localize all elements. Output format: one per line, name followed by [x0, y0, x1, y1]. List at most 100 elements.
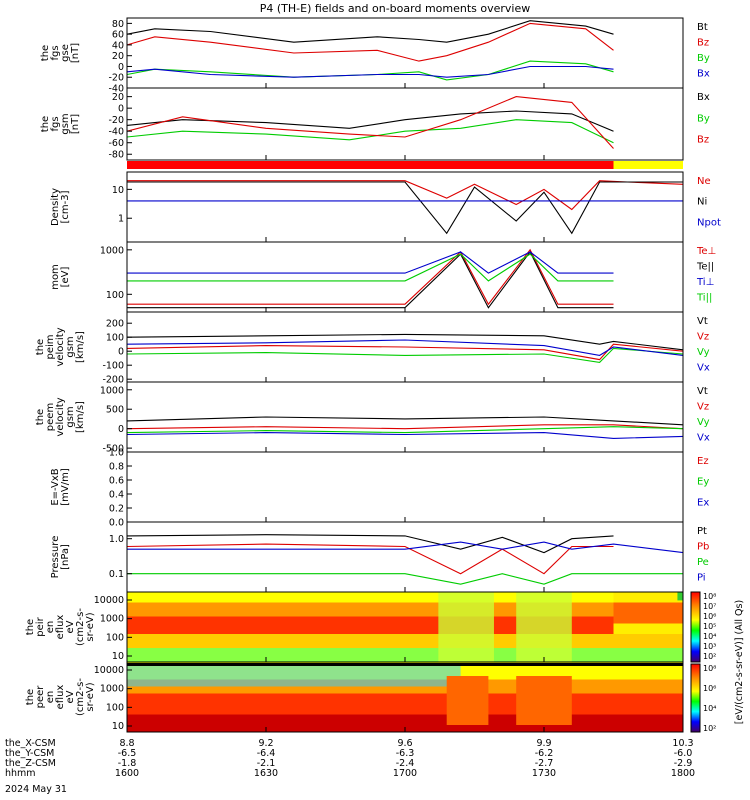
spectrogram-band: [127, 616, 683, 634]
x-axis-value: -6.5: [118, 748, 137, 759]
panel-efield: 1.0 0.8 0.6 0.4 0.2 0.0 Ez Ey Ex E=-VxB [mV/m]: [50, 448, 709, 529]
y-tick-label: -80: [108, 150, 124, 161]
panel-pressure: 1.0 0.1 Pt Pb Pe Pi Pressure [nPa]: [50, 521, 709, 593]
legend-entry: Vz: [697, 402, 709, 413]
x-axis-row-label: the_Y-CSM: [5, 748, 54, 759]
date-label: 2024 May 31: [5, 784, 67, 795]
panel-peer-spectrogram: 10000 1000 100 10 the peer en eflux eV (cm2-s-sr-…: [25, 661, 684, 733]
x-axis-value: 1730: [532, 768, 556, 779]
spectrogram-band: [127, 592, 683, 603]
y-axis-label-line: velocity: [55, 327, 66, 366]
y-tick-label: 1: [118, 214, 124, 225]
y-axis-label-line: velocity: [55, 397, 66, 436]
y-tick-label: 100: [106, 333, 124, 344]
y-axis-label-line: Pressure: [50, 536, 61, 579]
y-axis-label: the fgs gse [nT]: [40, 43, 81, 63]
x-axis-value: -6.3: [396, 748, 415, 759]
series-line-Pt: [126, 534, 614, 554]
series-line-Ti: [127, 253, 614, 282]
colorbar-tick-label: 10³: [703, 642, 716, 651]
y-tick-label: 10: [112, 651, 124, 662]
x-axis-value: 9.2: [258, 738, 273, 749]
y-axis-label-line: fgs: [50, 45, 61, 60]
mode-bar: [127, 161, 683, 169]
y-axis-label-line: [nT]: [70, 43, 81, 63]
y-axis-label-line: (cm2-s-: [75, 678, 86, 716]
legend-entry: Ez: [697, 456, 709, 467]
x-axis-value: 1700: [393, 768, 417, 779]
y-axis-label-line: eflux: [55, 615, 66, 640]
y-axis-label-line: the: [25, 689, 36, 705]
spectrogram-peir-spectrogram: [127, 592, 683, 662]
y-tick-label: -500: [102, 444, 124, 455]
y-tick-label: 10000: [94, 595, 124, 606]
colorbar-lower: [690, 663, 701, 733]
y-tick-label: 40: [112, 40, 124, 51]
x-axis-value: 1800: [671, 768, 695, 779]
y-axis-label-line: sr-eV): [85, 612, 96, 641]
series-line-By: [126, 60, 614, 81]
y-tick-label: 1000: [100, 385, 124, 396]
series-line-Vt: [126, 333, 684, 351]
colorbar-tick-label: 10⁴: [703, 632, 716, 641]
panel-peim-velocity: 200 100 0 -100 -200 Vt Vz Vy Vx the peim velocity gs…: [35, 311, 710, 386]
legend-entry: Pt: [697, 526, 707, 537]
legend-entry: Vy: [697, 417, 710, 428]
y-axis-label-line: the: [25, 619, 36, 635]
colorbar-tick-label: 10⁶: [703, 684, 716, 693]
legend-entry: Ti||: [696, 293, 712, 304]
spectrogram-band: [516, 592, 572, 662]
spectrogram-band: [613, 602, 683, 624]
series-line-By: [126, 119, 614, 144]
panel-frame: [126, 241, 684, 313]
series-line-Bz: [126, 96, 614, 149]
x-axis-value: 10.3: [672, 738, 693, 749]
y-axis-label-line: [km/s]: [75, 401, 86, 433]
y-axis-label-line: eV: [65, 620, 76, 633]
y-tick-label: -200: [102, 375, 124, 386]
y-tick-label: 20: [112, 92, 124, 103]
y-tick-label: 60: [112, 30, 124, 41]
y-axis-label-line: [km/s]: [75, 331, 86, 363]
series-line-Vz: [126, 343, 684, 361]
panel-peir-spectrogram: 10000 1000 100 10 the peir en eflux eV (cm2-s-sr-…: [25, 591, 684, 663]
y-axis-label-line: peer: [35, 685, 46, 709]
x-axis-value: -1.8: [118, 758, 137, 769]
series-line-Bx: [126, 65, 614, 78]
spectrogram-band: [127, 693, 683, 715]
y-tick-label: 500: [106, 405, 124, 416]
x-axis-value: -2.1: [257, 758, 276, 769]
legend-entry: Bx: [697, 92, 710, 103]
x-axis-value: 8.8: [119, 738, 134, 749]
series-line-Ne: [127, 180, 684, 211]
legend-entry: By: [697, 113, 710, 124]
colorbar: 10⁸10⁷10⁶10⁵10⁴10³10²10⁸10⁶10⁴10²[eV/(cm…: [690, 591, 745, 733]
x-axis-value: 9.9: [536, 738, 551, 749]
panel-frame: [126, 451, 684, 523]
panel-temperature: 1000 100 Te⊥ Te|| Ti⊥ Ti|| mom [eV]: [50, 241, 716, 313]
panel-density: 10 1 Ne Ni Npot Density [cm-3]: [50, 171, 721, 243]
spectrogram-band: [127, 663, 683, 666]
y-axis-label-line: [mV/m]: [60, 468, 71, 506]
y-tick-label: 1.0: [109, 534, 124, 545]
y-tick-label: 0.4: [109, 490, 124, 501]
series-line-Vx: [126, 432, 684, 439]
y-axis-label-line: gsm: [60, 113, 71, 134]
series-line-Ti: [127, 251, 614, 274]
y-axis-label-line: gsm: [65, 336, 76, 357]
spectrogram-band: [516, 676, 572, 725]
y-tick-label: 1000: [100, 684, 124, 695]
y-axis-label: the peer en eflux eV (cm2-s-sr-eV): [25, 678, 96, 716]
colorbar-label: [eV/(cm2-s-sr-eV)] (All Qs): [734, 600, 745, 724]
y-tick-label: 0: [118, 62, 124, 73]
y-axis-label-line: the: [40, 116, 51, 132]
legend-entry: Vt: [697, 316, 708, 327]
y-tick-label: 0.0: [109, 518, 124, 529]
legend-entry: Pi: [697, 573, 706, 584]
y-axis-label: mom [eV]: [50, 264, 71, 290]
colorbar-tick-label: 10⁸: [703, 664, 716, 673]
y-tick-label: 200: [106, 319, 124, 330]
colorbar-upper: [690, 591, 701, 663]
legend-entry: Bx: [697, 69, 710, 80]
